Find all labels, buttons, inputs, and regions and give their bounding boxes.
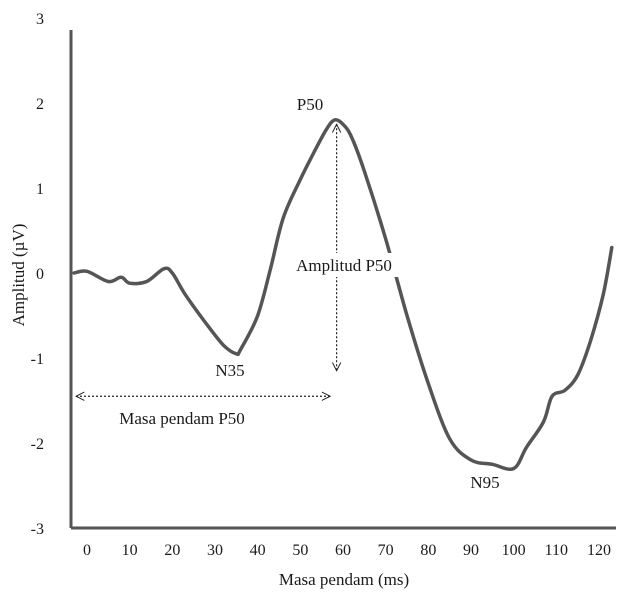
- x-tick-label: 90: [463, 542, 479, 559]
- y-axis-title: Amplitud (µV): [9, 224, 28, 327]
- n95-label: N95: [470, 473, 499, 492]
- amplitude-label-bg: [283, 253, 405, 277]
- y-tick-label: 3: [36, 11, 44, 28]
- y-tick-label: -2: [31, 436, 44, 453]
- y-tick-label: -3: [31, 521, 44, 538]
- erp-waveform-line: [72, 118, 614, 471]
- latency-label: Masa pendam P50: [119, 409, 245, 428]
- x-tick-label: 10: [122, 542, 138, 559]
- axes: [69, 30, 616, 530]
- n35-label: N35: [215, 361, 244, 380]
- x-tick-label: 110: [545, 542, 568, 559]
- x-tick-label: 100: [502, 542, 526, 559]
- y-tick-labels: 3 2 1 0 -1 -2 -3: [31, 11, 44, 538]
- x-tick-label: 70: [378, 542, 394, 559]
- y-tick-label: -1: [31, 351, 44, 368]
- x-tick-label: 50: [292, 542, 308, 559]
- x-tick-label: 120: [587, 542, 611, 559]
- x-tick-label: 30: [207, 542, 223, 559]
- x-tick-labels: 0 10 20 30 40 50 60 70 80 90 100 110 120: [83, 542, 611, 559]
- amplitude-label: Amplitud P50: [296, 256, 392, 275]
- y-tick-label: 1: [36, 181, 44, 198]
- x-tick-label: 0: [83, 542, 91, 559]
- x-tick-label: 60: [335, 542, 351, 559]
- y-tick-label: 0: [36, 266, 44, 283]
- x-tick-label: 80: [420, 542, 436, 559]
- p50-label: P50: [297, 95, 323, 114]
- x-tick-label: 40: [250, 542, 266, 559]
- x-axis-title: Masa pendam (ms): [279, 570, 409, 589]
- x-tick-label: 20: [164, 542, 180, 559]
- y-tick-label: 2: [36, 96, 44, 113]
